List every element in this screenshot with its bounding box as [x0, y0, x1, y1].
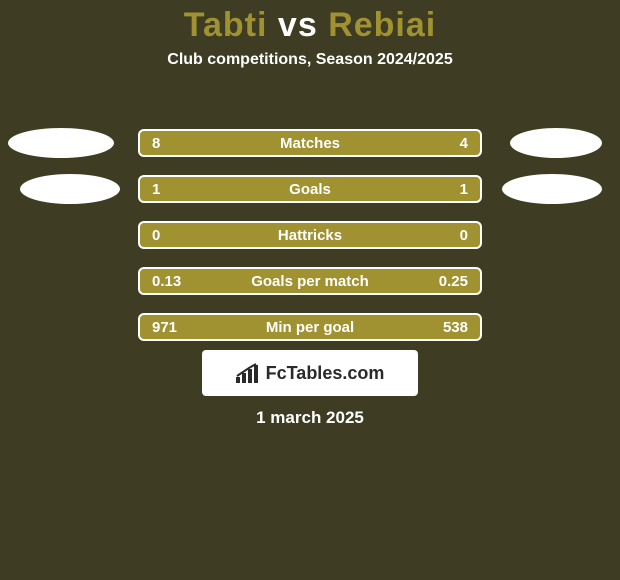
stat-left-value: 1 — [152, 181, 160, 198]
stats-container: 8 Matches 4 1 Goals 1 0 Hattricks 0 0.13 Goals per… — [0, 120, 620, 350]
logo-text: FcTables.com — [266, 363, 385, 384]
stat-left-value: 971 — [152, 319, 177, 336]
bar-chart-icon — [236, 363, 260, 383]
stat-left-value: 8 — [152, 135, 160, 152]
stat-label: Goals per match — [251, 273, 369, 290]
left-bubble — [8, 128, 114, 158]
fctables-logo: FcTables.com — [202, 350, 418, 396]
stat-row: 1 Goals 1 — [0, 166, 620, 212]
stat-bar: 0.13 Goals per match 0.25 — [138, 267, 482, 295]
stat-bar: 1 Goals 1 — [138, 175, 482, 203]
right-bubble — [510, 128, 602, 158]
player1-name: Tabti — [184, 6, 268, 44]
player2-name: Rebiai — [328, 6, 436, 44]
stat-label: Hattricks — [278, 227, 342, 244]
stat-bar: 971 Min per goal 538 — [138, 313, 482, 341]
title-vs: vs — [278, 6, 318, 44]
stat-left-value: 0 — [152, 227, 160, 244]
stat-right-value: 0.25 — [439, 273, 468, 290]
stat-bar: 0 Hattricks 0 — [138, 221, 482, 249]
page-title: Tabti vs Rebiai — [0, 0, 620, 45]
stat-right-value: 1 — [460, 181, 468, 198]
stat-right-value: 538 — [443, 319, 468, 336]
stat-bar: 8 Matches 4 — [138, 129, 482, 157]
comparison-infographic: Tabti vs Rebiai Club competitions, Seaso… — [0, 0, 620, 580]
stat-right-value: 0 — [460, 227, 468, 244]
stat-row: 0 Hattricks 0 — [0, 212, 620, 258]
date-text: 1 march 2025 — [0, 408, 620, 428]
stat-row: 8 Matches 4 — [0, 120, 620, 166]
stat-left-value: 0.13 — [152, 273, 181, 290]
stat-label: Min per goal — [266, 319, 354, 336]
stat-label: Matches — [280, 135, 340, 152]
left-bubble — [20, 174, 120, 204]
stat-row: 971 Min per goal 538 — [0, 304, 620, 350]
stat-row: 0.13 Goals per match 0.25 — [0, 258, 620, 304]
stat-label: Goals — [289, 181, 331, 198]
subtitle: Club competitions, Season 2024/2025 — [0, 51, 620, 69]
stat-right-value: 4 — [460, 135, 468, 152]
right-bubble — [502, 174, 602, 204]
